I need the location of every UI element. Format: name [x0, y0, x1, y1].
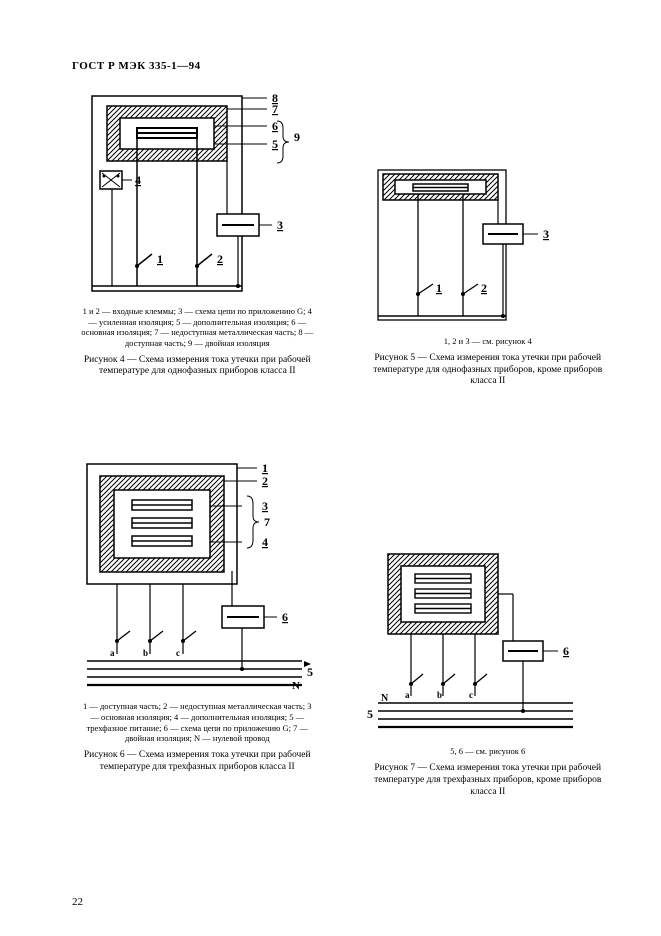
figure-5-svg: 3 1 2	[363, 166, 593, 336]
fig7-label-a: a	[405, 690, 410, 700]
fig4-label-2: 2	[217, 252, 223, 266]
fig5-label-3: 3	[543, 227, 549, 241]
fig4-label-4: 4	[135, 173, 141, 187]
figure-6-caption: Рисунок 6 — Схема измерения тока утечки …	[72, 750, 323, 774]
fig7-label-c: c	[469, 690, 473, 700]
figure-5: 3 1 2 1, 2 и 3 — см. рисунок 4 Рисунок 5…	[363, 166, 614, 388]
figure-7-svg: 6 5 N a b c	[363, 546, 593, 746]
fig4-label-7: 7	[272, 102, 278, 116]
fig7-label-6: 6	[563, 644, 569, 658]
fig6-label-b: b	[143, 648, 148, 658]
figure-5-caption: Рисунок 5 — Схема измерения тока утечки …	[363, 353, 614, 389]
fig6-label-7: 7	[264, 515, 270, 529]
page-number: 22	[72, 896, 83, 908]
page: ГОСТ Р МЭК 335-1—94	[0, 0, 661, 936]
fig6-label-5: 5	[307, 665, 313, 679]
figure-4-caption: Рисунок 4 — Схема измерения тока утечки …	[72, 355, 323, 379]
fig5-label-2: 2	[481, 281, 487, 295]
fig6-label-N: N	[292, 680, 300, 692]
figure-7: 6 5 N a b c 5, 6 — см. рисунок 6 Рисунок…	[363, 546, 614, 798]
fig6-label-1: 1	[262, 461, 268, 475]
fig7-label-N: N	[381, 693, 389, 704]
figure-6: 1 2 3 4 7 6 5 N a b c 1 — доступная част…	[72, 456, 323, 773]
right-column: 3 1 2 1, 2 и 3 — см. рисунок 4 Рисунок 5…	[363, 86, 614, 817]
figure-6-svg: 1 2 3 4 7 6 5 N a b c	[72, 456, 322, 701]
figure-7-legend: 5, 6 — см. рисунок 6	[363, 746, 614, 757]
fig6-label-4: 4	[262, 535, 268, 549]
figure-4-legend: 1 и 2 — входные клеммы; 3 — схема цепи п…	[72, 306, 323, 349]
fig4-label-9: 9	[294, 130, 300, 144]
figure-7-caption: Рисунок 7 — Схема измерения тока утечки …	[363, 763, 614, 799]
fig4-label-5: 5	[272, 137, 278, 151]
fig4-label-1: 1	[157, 252, 163, 266]
fig4-label-3: 3	[277, 218, 283, 232]
fig6-label-a: a	[110, 648, 115, 658]
spacer	[363, 86, 614, 166]
fig5-label-1: 1	[436, 281, 442, 295]
figure-6-legend: 1 — доступная часть; 2 — недоступная мет…	[72, 701, 323, 744]
left-column: 8 7 6 5 4 3 1 2 9 1 и 2 — входные клеммы…	[72, 86, 323, 817]
figure-5-legend: 1, 2 и 3 — см. рисунок 4	[363, 336, 614, 347]
fig6-label-c: c	[176, 648, 180, 658]
fig6-label-6: 6	[282, 610, 288, 624]
fig4-label-6: 6	[272, 119, 278, 133]
spacer	[363, 406, 614, 546]
fig6-label-2: 2	[262, 474, 268, 488]
fig7-label-b: b	[437, 690, 442, 700]
doc-header: ГОСТ Р МЭК 335-1—94	[72, 60, 613, 72]
figure-4-svg: 8 7 6 5 4 3 1 2 9	[72, 86, 322, 306]
fig6-label-3: 3	[262, 499, 268, 513]
columns: 8 7 6 5 4 3 1 2 9 1 и 2 — входные клеммы…	[72, 86, 613, 817]
fig7-label-5: 5	[367, 707, 373, 721]
figure-4: 8 7 6 5 4 3 1 2 9 1 и 2 — входные клеммы…	[72, 86, 323, 378]
spacer	[72, 396, 323, 456]
